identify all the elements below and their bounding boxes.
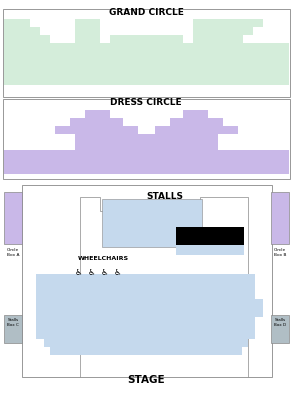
Bar (271, 315, 289, 343)
Text: Stalls
Box D: Stalls Box D (274, 317, 286, 326)
Text: ♿: ♿ (100, 267, 108, 276)
Text: Circle
Box A: Circle Box A (7, 247, 19, 256)
Polygon shape (218, 20, 289, 44)
Bar (176, 228, 244, 245)
Bar (4, 315, 22, 343)
Text: Stalls
Box C: Stalls Box C (7, 317, 19, 326)
Bar (3, 10, 290, 98)
Polygon shape (36, 274, 263, 355)
Bar (4, 192, 22, 244)
Polygon shape (4, 103, 289, 175)
Text: ♿: ♿ (87, 267, 95, 276)
Polygon shape (4, 20, 75, 44)
Text: GRAND CIRCLE: GRAND CIRCLE (109, 8, 183, 17)
Text: STALLS: STALLS (146, 192, 183, 200)
Text: WHEELCHAIRS: WHEELCHAIRS (78, 256, 129, 260)
Bar (271, 192, 289, 244)
Text: ♿: ♿ (74, 267, 82, 276)
Polygon shape (100, 103, 193, 135)
Text: DRESS CIRCLE: DRESS CIRCLE (110, 98, 182, 107)
Text: Circle
Box B: Circle Box B (274, 247, 286, 256)
Bar (176, 245, 244, 256)
Polygon shape (4, 103, 100, 151)
Text: STAGE: STAGE (127, 374, 165, 384)
Bar (102, 200, 202, 247)
Polygon shape (193, 103, 289, 151)
Polygon shape (4, 20, 289, 86)
Bar (3, 100, 290, 179)
Polygon shape (80, 198, 248, 377)
Bar (22, 185, 272, 377)
Text: ♿: ♿ (113, 267, 121, 276)
Polygon shape (100, 20, 193, 44)
